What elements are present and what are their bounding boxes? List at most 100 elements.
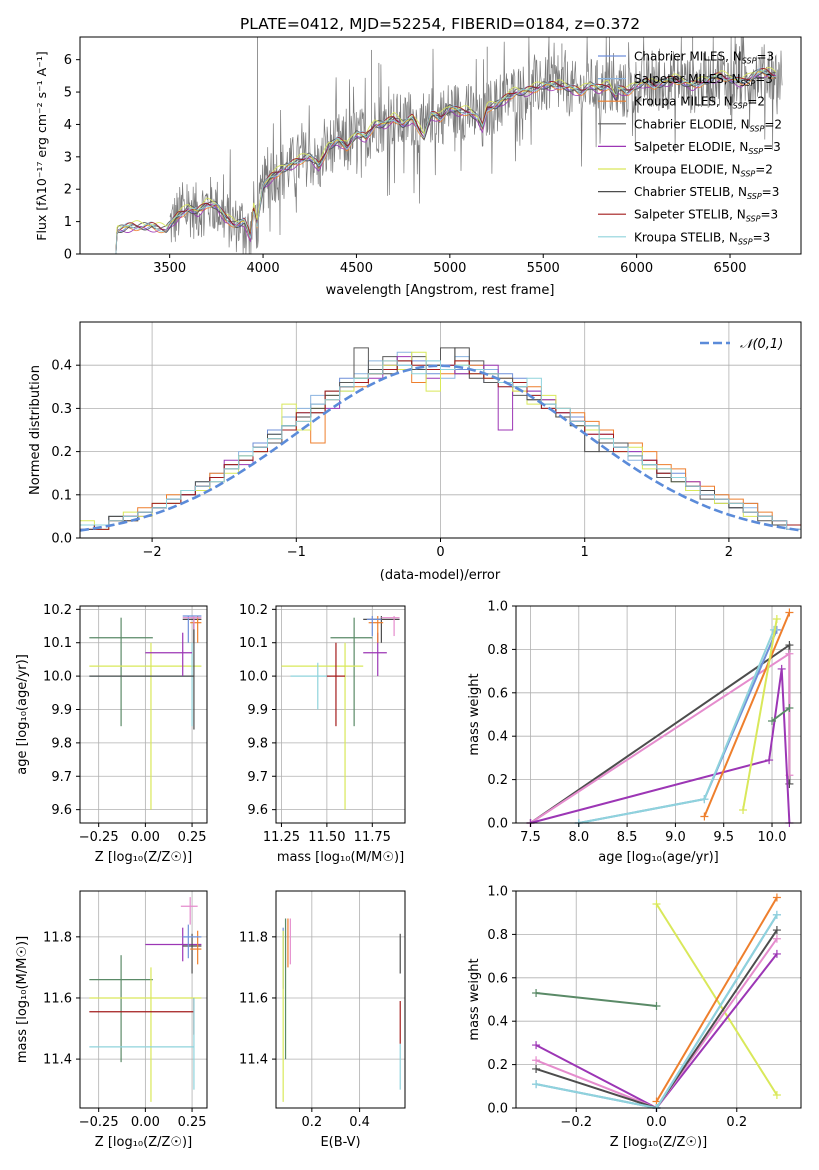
weight-vs-metallicity-panel: −0.2 0.0 0.2 0.0 0.2 0.4 0.6 0.8 1.0 Z [log₁₀(Z/Z… — [467, 885, 802, 1150]
panel-mass-z-xtick-label-0: −0.25 — [79, 1115, 119, 1130]
panel-weight-z-ytick-label-3: 0.6 — [487, 971, 508, 986]
mass-vs-metallicity-panel: −0.25 0.00 0.25 11.4 11.6 11.8 Z [log₁₀(Z/Z☉)]… — [15, 890, 208, 1150]
spectrum-xtick-label-6: 6500 — [713, 261, 746, 276]
panel-age-mass-xtick-label-2: 11.75 — [354, 830, 391, 845]
panel-weight-z-xlabel: Z [log₁₀(Z/Z☉)] — [610, 1135, 707, 1150]
panel-weight-age-xtick-label-0: 7.5 — [520, 830, 541, 845]
panel-age-mass-xtick-label-1: 11.50 — [308, 830, 345, 845]
panel-weight-z-xtick-label-1: 0.0 — [646, 1115, 667, 1130]
hist-xtick-label-1: −1 — [287, 545, 306, 560]
spectrum-ytick-label-4: 4 — [64, 118, 72, 133]
weight-marker-1-1 — [785, 649, 794, 658]
residual-histogram-panel: −2 −1 0 1 2 0.0 0.1 0.2 0.3 0.4 𝒩(0,1) (data-mode… — [28, 321, 802, 583]
panel-weight-age-xtick-label-4: 9.5 — [713, 830, 734, 845]
histogram-xlabel: (data-model)/error — [380, 568, 501, 583]
panel-weight-age-ytick-label-3: 0.6 — [487, 686, 508, 701]
weight-marker-1-0 — [652, 900, 661, 909]
panel-age-z-ytick-label-1: 9.7 — [51, 770, 72, 785]
spectrum-xtick-label-4: 5500 — [527, 261, 560, 276]
weight-line-5 — [703, 612, 791, 817]
weight-marker-7-0 — [768, 717, 777, 726]
panel-age-mass-ytick-label-1: 9.7 — [247, 770, 268, 785]
figure-title: PLATE=0412, MJD=52254, FIBERID=0184, z=0… — [240, 15, 640, 33]
age-vs-mass-panel: 11.25 11.50 11.75 9.6 9.7 9.8 9.9 10.0 10.1 10.2 m… — [239, 603, 406, 865]
panel-age-mass-ytick-label-2: 9.8 — [247, 736, 268, 751]
hist-series-5 — [80, 351, 801, 530]
histogram-plot-area — [79, 347, 802, 532]
normal-curve — [79, 364, 802, 532]
weight-marker-6-1 — [772, 615, 781, 624]
panel-age-mass-ytick-label-6: 10.2 — [239, 603, 268, 618]
panel-weight-z-ytick-label-1: 0.2 — [487, 1058, 508, 1073]
panel-weight-z-ytick-label-5: 1.0 — [487, 885, 508, 900]
weight-marker-2-1 — [765, 756, 774, 765]
spectrum-xtick-label-5: 6000 — [620, 261, 653, 276]
spectrum-ytick-label-2: 2 — [64, 183, 72, 198]
panel-weight-z-ytick-label-2: 0.4 — [487, 1015, 508, 1030]
panel-weight-z-frame — [515, 890, 802, 1109]
legend-label-7: Salpeter STELIB, NSSP=3 — [634, 208, 778, 224]
panel-weight-age-xtick-label-5: 10.0 — [758, 830, 787, 845]
panel-age-z-xtick-label-0: −0.25 — [79, 830, 119, 845]
model-line-8 — [113, 69, 777, 255]
weight-marker-4-1 — [700, 795, 709, 804]
hist-series-8 — [80, 360, 801, 530]
hist-xtick-label-3: 1 — [581, 545, 589, 560]
hist-ytick-label-1: 0.1 — [51, 488, 72, 503]
legend-label-2: Kroupa MILES, NSSP=2 — [634, 95, 765, 111]
weight-marker-4-0 — [532, 1056, 541, 1065]
spectrum-legend: Chabrier MILES, NSSP=3 Salpeter MILES, NS… — [598, 50, 782, 246]
weight-line-2 — [530, 668, 791, 824]
panel-mass-z-ytick-label-0: 11.4 — [43, 1053, 72, 1068]
legend-label-5: Kroupa ELODIE, NSSP=2 — [634, 163, 773, 179]
hist-xtick-label-0: −2 — [143, 545, 162, 560]
hist-ytick-label-3: 0.3 — [51, 402, 72, 417]
panel-weight-age-ytick-label-1: 0.2 — [487, 773, 508, 788]
panel-weight-age-xtick-label-2: 8.5 — [617, 830, 638, 845]
weight-marker-2-1 — [772, 893, 781, 902]
spectrum-panel: 3500 4000 4500 5000 5500 6000 6500 0 1 2 3 4 5 6 Chab… — [34, 36, 802, 298]
panel-age-z-ytick-label-6: 10.2 — [43, 603, 72, 618]
weight-marker-5-0 — [532, 1064, 541, 1073]
hist-xtick-label-4: 2 — [725, 545, 733, 560]
panel-weight-z-ytick-label-4: 0.8 — [487, 928, 508, 943]
hist-ytick-label-4: 0.4 — [51, 359, 72, 374]
panel-age-mass-xtick-label-0: 11.25 — [263, 830, 300, 845]
weight-marker-5-1 — [785, 608, 794, 617]
panel-weight-age-ylabel: mass weight — [467, 673, 482, 755]
panel-age-z-frame — [79, 605, 208, 824]
weight-marker-5-2 — [772, 926, 781, 935]
model-line-5 — [113, 67, 777, 255]
spectrum-ytick-label-0: 0 — [64, 248, 72, 263]
weight-marker-7-1 — [785, 703, 794, 712]
panel-mass-ebv-ytick-label-1: 11.6 — [239, 991, 268, 1006]
panel-weight-z-ytick-label-0: 0.0 — [487, 1102, 508, 1117]
panel-weight-age-frame — [515, 605, 802, 824]
weight-marker-4-2 — [772, 934, 781, 943]
spectrum-ytick-label-5: 5 — [64, 86, 72, 101]
weight-line-6 — [742, 618, 778, 811]
spectrum-ytick-label-1: 1 — [64, 215, 72, 230]
weight-marker-7-0 — [532, 1080, 541, 1089]
panel-age-z-ylabel: age [log₁₀(age/yr)] — [15, 654, 30, 775]
panel-age-z-xtick-label-2: 0.25 — [178, 830, 207, 845]
model-line-3 — [113, 69, 777, 255]
weight-line-0 — [535, 992, 657, 1007]
legend-label-3: Chabrier ELODIE, NSSP=2 — [634, 117, 782, 133]
hist-ytick-label-2: 0.2 — [51, 445, 72, 460]
weight-marker-2-2 — [777, 664, 786, 673]
weight-marker-7-2 — [772, 910, 781, 919]
panel-mass-ebv-ytick-label-2: 11.8 — [239, 930, 268, 945]
panel-weight-age-ytick-label-0: 0.0 — [487, 817, 508, 832]
panel-age-z-ytick-label-5: 10.1 — [43, 636, 72, 651]
weight-marker-6-0 — [739, 805, 748, 814]
spectrum-ylabel: Flux [fλ10⁻¹⁷ erg cm⁻² s⁻¹ A⁻¹] — [34, 51, 49, 240]
legend-label-4: Salpeter ELODIE, NSSP=3 — [634, 140, 781, 156]
weight-marker-5-0 — [700, 812, 709, 821]
panel-mass-ebv-xtick-label-1: 0.4 — [349, 1115, 370, 1130]
panel-age-mass-ytick-label-5: 10.1 — [239, 636, 268, 651]
age-vs-metallicity-panel: −0.25 0.00 0.25 9.6 9.7 9.8 9.9 10.0 10.1 10.2 Z [… — [15, 603, 208, 865]
panel-age-mass-frame — [275, 605, 406, 824]
spectrum-xtick-label-2: 4500 — [340, 261, 373, 276]
